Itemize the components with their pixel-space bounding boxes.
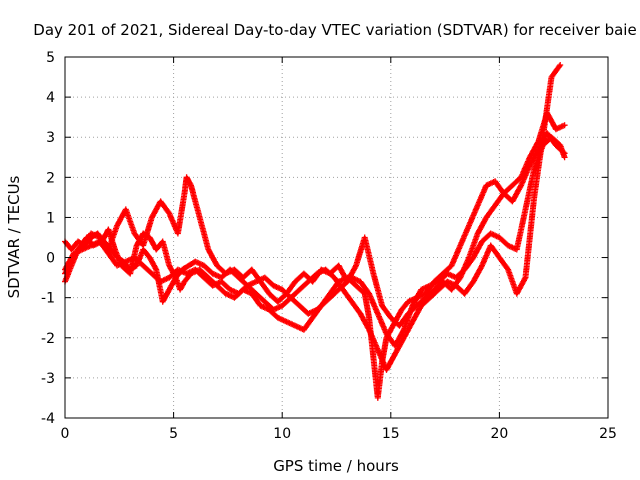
y-tick-label-3: 3 — [46, 130, 55, 146]
y-tick-label-0: 0 — [46, 251, 55, 267]
x-tick-label-0: 0 — [61, 426, 70, 442]
y-axis-label: SDTVAR / TECUs — [5, 175, 23, 298]
x-tick-label-10: 10 — [273, 426, 291, 442]
axis-ticks — [64, 56, 609, 419]
y-tick-label-1: 1 — [46, 210, 55, 226]
x-axis-label: GPS time / hours — [273, 457, 399, 475]
x-tick-label-25: 25 — [599, 426, 617, 442]
x-tick-label-5: 5 — [169, 426, 178, 442]
x-tick-labels: 0 5 10 15 20 25 — [61, 426, 617, 442]
y-tick-label--4: -4 — [41, 411, 55, 427]
y-tick-label--3: -3 — [41, 371, 55, 387]
y-tick-label-2: 2 — [46, 170, 55, 186]
series-track-b — [62, 110, 568, 329]
y-tick-label-5: 5 — [46, 50, 55, 66]
y-tick-label-4: 4 — [46, 90, 55, 106]
plot-frame — [64, 56, 609, 419]
y-tick-label--1: -1 — [41, 291, 55, 307]
y-tick-label--2: -2 — [41, 331, 55, 347]
x-tick-label-15: 15 — [382, 426, 400, 442]
x-tick-label-20: 20 — [490, 426, 508, 442]
data-series — [62, 62, 568, 401]
chart-title: Day 201 of 2021, Sidereal Day-to-day VTE… — [33, 21, 636, 39]
y-tick-labels: -4 -3 -2 -1 0 1 2 3 4 5 — [41, 50, 55, 427]
